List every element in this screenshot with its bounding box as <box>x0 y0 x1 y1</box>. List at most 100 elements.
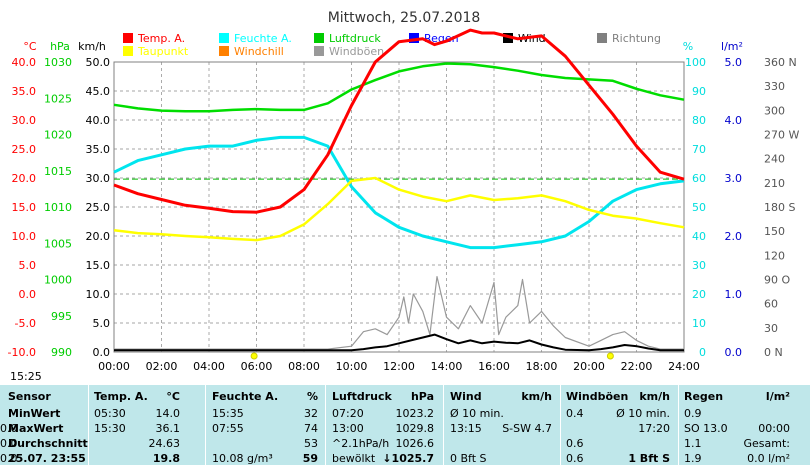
direction-tick-label: 60 <box>764 298 778 311</box>
direction-tick-label: 210 <box>764 177 785 190</box>
table-cell: 19.8 <box>152 452 180 465</box>
temp-tick-label: 35.0 <box>12 85 37 98</box>
table-cell: bewölkt <box>332 452 376 465</box>
table-cell: km/h <box>639 390 670 403</box>
table-row: MinWert 05:30 14.0 15:35 32 07:20 1023.2 Ø 10 m… <box>0 407 810 420</box>
pressure-tick-label: 1030 <box>44 56 72 69</box>
legend-swatch <box>314 33 324 43</box>
direction-tick-label: 330 <box>764 80 785 93</box>
axis-unit-label: °C <box>23 40 37 53</box>
table-cell: 14.0 <box>155 407 181 420</box>
legend-swatch <box>123 46 133 56</box>
legend-swatch <box>597 33 607 43</box>
axis-unit-label: % <box>683 40 693 53</box>
humidity-tick-label: 80 <box>692 114 706 127</box>
pressure-tick-label: 1005 <box>44 237 72 250</box>
x-tick-label: 24:00 <box>668 360 700 373</box>
legend-swatch <box>503 33 513 43</box>
table-cell: 13:15 <box>450 422 482 435</box>
sun-marker <box>606 352 614 360</box>
table-cell: 1.9 <box>684 452 702 465</box>
wind-tick-label: 30.0 <box>86 172 111 185</box>
table-cell: Feuchte A. <box>212 390 279 403</box>
table-cell: 53 <box>304 437 318 450</box>
table-cell: S-SW 4.7 <box>502 422 552 435</box>
table-cell: 1 Bft S <box>628 452 670 465</box>
stats-table: Sensor Temp. A. °C Feuchte A.% Luftdruck hPa W… <box>0 385 810 465</box>
wind-tick-label: 20.0 <box>86 230 111 243</box>
table-cell: Gesamt: <box>743 437 791 450</box>
col-divider <box>205 385 206 465</box>
x-tick-label: 06:00 <box>241 360 273 373</box>
legend: Temp. A. Feuchte A. Luftdruck Regen Wind Rich… <box>123 32 661 58</box>
table-cell: °C <box>166 390 180 403</box>
table-cell: % <box>306 390 318 403</box>
table-cell: Ø 10 min. <box>450 407 504 420</box>
table-cell: 00:00 <box>758 422 790 435</box>
table-cell: 25.07. 23:55 <box>8 452 86 465</box>
col-divider <box>88 385 89 465</box>
table-cell: 0.0 <box>0 452 18 465</box>
rain-tick-label: 0.0 <box>725 346 743 359</box>
direction-tick-label: 30 <box>764 322 778 335</box>
table-cell: 59 <box>302 452 318 465</box>
table-cell: 32 <box>304 407 318 420</box>
table-cell: Windböen <box>566 390 629 403</box>
table-cell: Temp. A. <box>94 390 148 403</box>
temp-tick-label: -5.0 <box>15 317 36 330</box>
pressure-tick-label: 1000 <box>44 274 72 287</box>
x-tick-label: 22:00 <box>621 360 653 373</box>
wind-tick-label: 50.0 <box>86 56 111 69</box>
legend-swatch <box>409 33 419 43</box>
direction-tick-label: 270 W <box>764 129 799 142</box>
series-wind <box>114 333 684 352</box>
series-layer <box>113 28 685 352</box>
temp-tick-label: 30.0 <box>12 114 37 127</box>
wind-tick-label: 25.0 <box>86 201 111 214</box>
table-cell: 15:35 <box>212 407 244 420</box>
table-cell: ↓1025.7 <box>382 452 434 465</box>
x-tick-label: 20:00 <box>573 360 605 373</box>
table-cell: Ø 10 min. <box>616 407 670 420</box>
direction-tick-label: 300 <box>764 104 785 117</box>
x-tick-label: 12:00 <box>383 360 415 373</box>
table-row: 25.07. 23:55 19.8 10.08 g/m³ 59 bewölkt ↓1025… <box>0 452 810 465</box>
col-divider <box>560 385 561 465</box>
table-cell: 24.63 <box>148 437 181 450</box>
table-cell: 07:20 <box>332 407 364 420</box>
table-cell: 36.1 <box>155 422 181 435</box>
humidity-tick-label: 70 <box>692 143 706 156</box>
table-cell: 1023.2 <box>395 407 435 420</box>
axis-unit-label: l/m² <box>721 40 743 53</box>
pressure-tick-label: 1025 <box>44 92 72 105</box>
current-time: 15:25 <box>10 370 42 383</box>
table-cell: ^2.1hPa/h <box>332 437 390 450</box>
table-cell: SO 13.0 <box>684 422 728 435</box>
temp-tick-label: 0.0 <box>19 288 37 301</box>
direction-tick-label: 0 N <box>764 346 783 359</box>
rain-tick-label: 4.0 <box>725 114 743 127</box>
x-tick-label: 10:00 <box>336 360 368 373</box>
humidity-tick-label: 60 <box>692 172 706 185</box>
rain-tick-label: 1.0 <box>725 288 743 301</box>
col-divider <box>678 385 679 465</box>
table-cell: 0.4 <box>566 407 584 420</box>
legend-swatch <box>219 33 229 43</box>
direction-tick-label: 150 <box>764 225 785 238</box>
sun-marker <box>250 352 258 360</box>
x-tick-label: 00:00 <box>98 360 130 373</box>
table-cell: 0.6 <box>566 452 584 465</box>
humidity-tick-label: 20 <box>692 288 706 301</box>
wind-tick-label: 15.0 <box>86 259 111 272</box>
col-divider <box>443 385 444 465</box>
weather-chart: Mittwoch, 25.07.2018 Temp. A. Feuchte A. L… <box>8 10 800 373</box>
humidity-tick-label: 50 <box>692 201 706 214</box>
temp-tick-label: -10.0 <box>8 346 36 359</box>
x-tick-label: 02:00 <box>146 360 178 373</box>
legend-label: Feuchte A. <box>234 32 292 45</box>
temp-tick-label: 20.0 <box>12 172 37 185</box>
rain-tick-label: 3.0 <box>725 172 743 185</box>
axis-units: °C hPa km/h% l/m² <box>23 40 743 53</box>
series-feuchte-a- <box>113 135 685 250</box>
pressure-tick-label: 990 <box>51 346 72 359</box>
